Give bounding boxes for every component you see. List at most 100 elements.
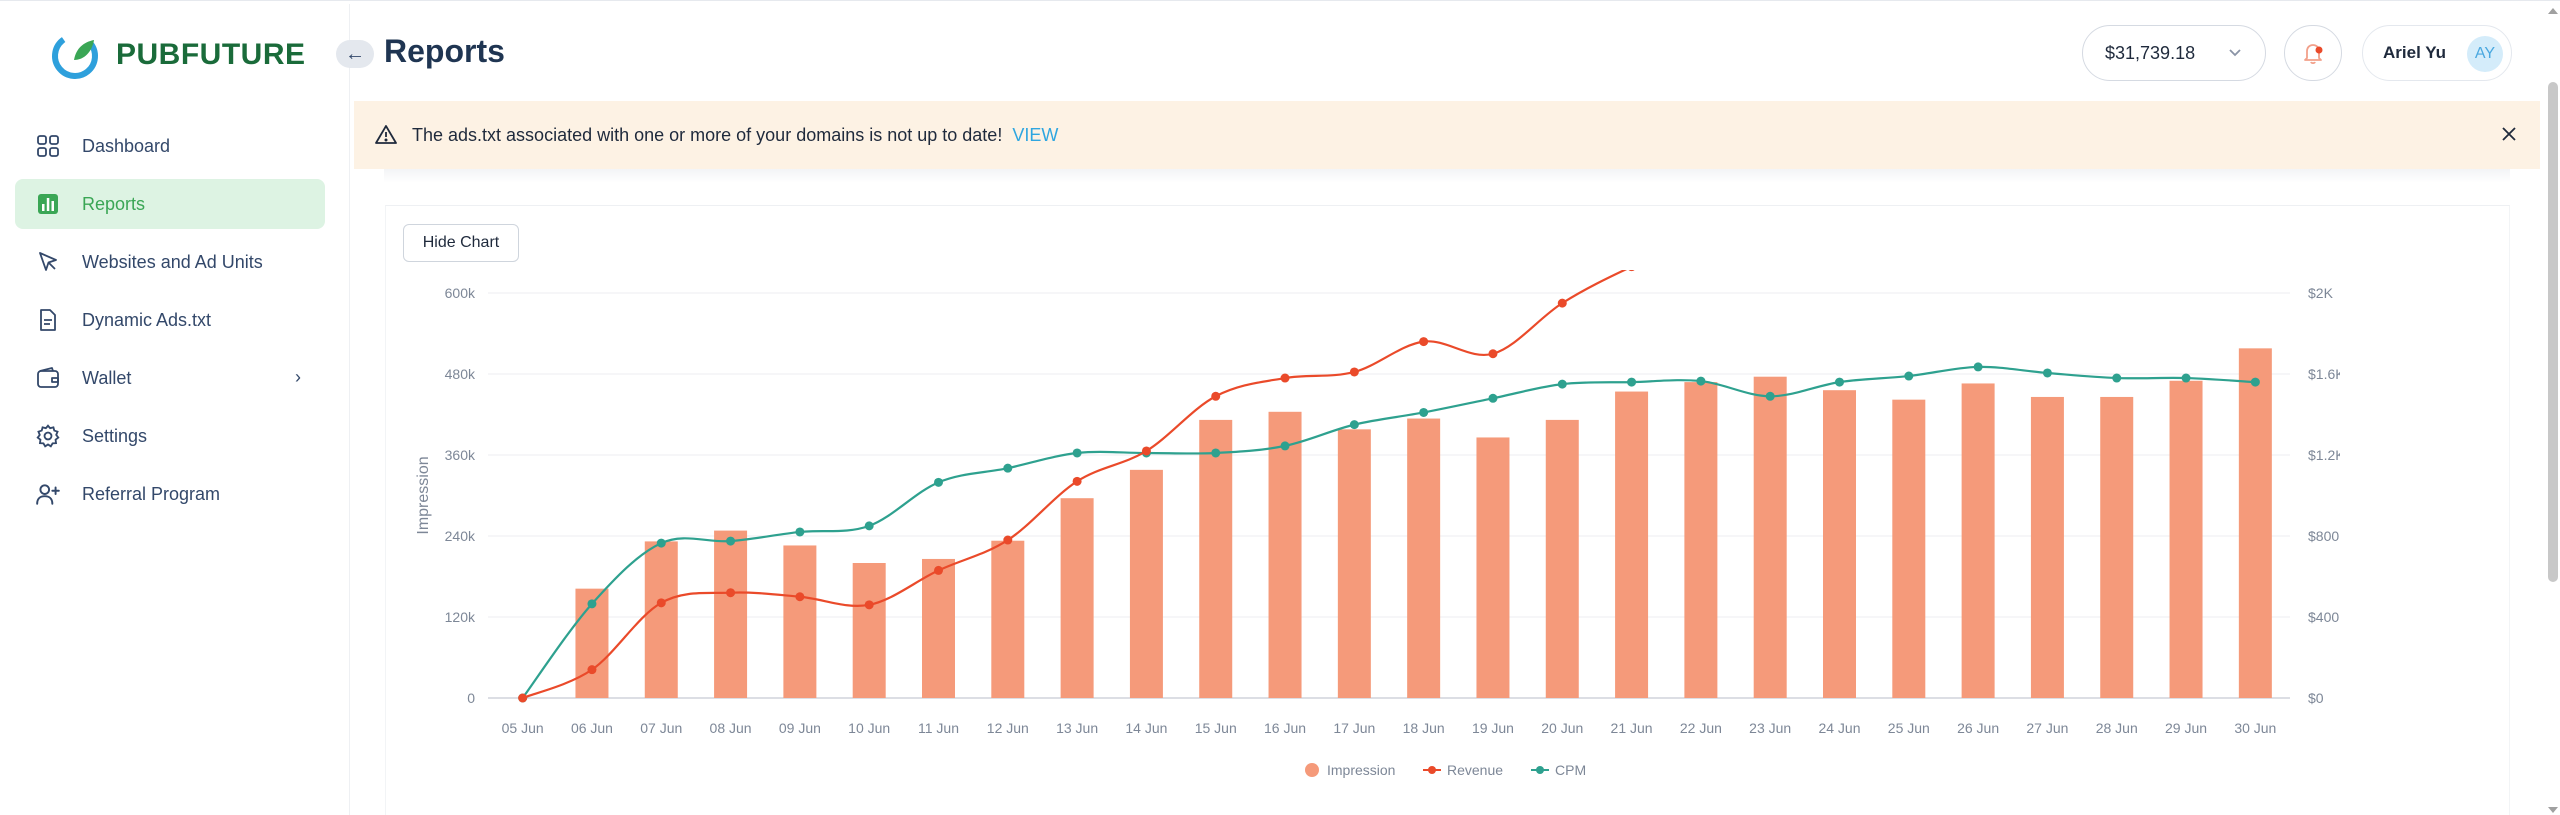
- impression-bar: [2030, 396, 2064, 698]
- sidebar-nav: Dashboard Reports Websites and Ad Units …: [15, 121, 325, 527]
- revenue-tick-label: $1.2K: [2308, 447, 2340, 463]
- legend-cpm-label: CPM: [1555, 762, 1586, 778]
- sidebar-item-label: Wallet: [82, 367, 132, 388]
- revenue-point: [1280, 373, 1290, 383]
- cpm-point: [1488, 393, 1498, 403]
- user-name: Ariel Yu: [2383, 43, 2446, 62]
- impression-bar: [1476, 437, 1510, 698]
- x-tick-label: 15 Jun: [1195, 720, 1237, 736]
- balance-dropdown[interactable]: $31,739.18: [2082, 25, 2266, 81]
- page-scrollbar[interactable]: [2548, 82, 2558, 582]
- revenue-point: [726, 588, 736, 598]
- sidebar-item-referral-program[interactable]: Referral Program: [15, 469, 325, 519]
- x-tick-label: 28 Jun: [2096, 720, 2138, 736]
- cpm-point: [2042, 368, 2052, 378]
- cpm-point: [656, 538, 666, 548]
- sidebar-item-reports[interactable]: Reports: [15, 179, 325, 229]
- revenue-tick-label: $800: [2308, 528, 2339, 544]
- x-tick-label: 19 Jun: [1472, 720, 1514, 736]
- cpm-point: [587, 599, 597, 609]
- revenue-point: [1141, 446, 1151, 456]
- x-tick-label: 23 Jun: [1749, 720, 1791, 736]
- impression-bar: [1337, 429, 1371, 698]
- impression-bar: [922, 558, 955, 698]
- legend-impression-label: Impression: [1327, 762, 1395, 778]
- legend-revenue-marker: [1428, 766, 1436, 774]
- x-tick-label: 10 Jun: [848, 720, 890, 736]
- user-menu[interactable]: Ariel Yu AY: [2362, 25, 2512, 81]
- impression-bar: [783, 545, 817, 698]
- impression-tick-label: 600k: [445, 285, 476, 301]
- notifications-button[interactable]: [2284, 25, 2342, 81]
- alert-view-link[interactable]: VIEW: [1012, 124, 1059, 145]
- cpm-point: [1280, 441, 1290, 451]
- scroll-up-arrow[interactable]: [2546, 4, 2560, 16]
- top-divider: [0, 0, 2560, 4]
- revenue-tick-label: $2K: [2308, 285, 2334, 301]
- warning-icon: [375, 125, 397, 144]
- sidebar-item-label: Reports: [82, 193, 146, 214]
- impression-bar: [2238, 348, 2272, 698]
- impression-bar: [2100, 396, 2134, 698]
- revenue-point: [1003, 535, 1013, 545]
- impression-bar: [1753, 376, 1787, 698]
- x-tick-label: 09 Jun: [779, 720, 821, 736]
- cursor-icon: [35, 249, 61, 275]
- gear-icon: [35, 423, 61, 449]
- impression-bar: [1961, 383, 1995, 698]
- cpm-point: [1349, 420, 1359, 430]
- grid-icon: [35, 133, 61, 159]
- impression-tick-label: 120k: [445, 609, 476, 625]
- revenue-point: [1419, 337, 1429, 347]
- sidebar: PUBFUTURE Dashboard Reports Websites and…: [0, 4, 350, 815]
- revenue-point: [1628, 270, 1635, 272]
- impression-bar: [1684, 382, 1718, 698]
- back-button[interactable]: ←: [336, 40, 374, 68]
- x-tick-label: 11 Jun: [918, 720, 959, 736]
- cpm-point: [1904, 371, 1914, 381]
- revenue-line: [522, 270, 1628, 700]
- hide-chart-button[interactable]: Hide Chart: [403, 224, 519, 262]
- sidebar-item-dynamic-ads-txt[interactable]: Dynamic Ads.txt: [15, 295, 325, 345]
- impression-bar: [1615, 391, 1649, 698]
- alert-shadow: [384, 169, 2510, 183]
- cpm-point: [1835, 377, 1844, 387]
- scroll-down-arrow[interactable]: [2546, 803, 2560, 815]
- x-tick-label: 16 Jun: [1264, 720, 1306, 736]
- cpm-point: [2250, 377, 2260, 387]
- x-tick-label: 30 Jun: [2234, 720, 2276, 736]
- avatar: AY: [2467, 36, 2503, 72]
- x-tick-label: 26 Jun: [1957, 720, 1999, 736]
- cpm-point: [1627, 377, 1637, 387]
- cpm-point: [1696, 376, 1706, 386]
- sidebar-item-wallet[interactable]: Wallet ›: [15, 353, 325, 403]
- x-tick-label: 21 Jun: [1611, 720, 1653, 736]
- brand-name: PUBFUTURE: [116, 38, 306, 71]
- brand-logo[interactable]: PUBFUTURE: [50, 30, 306, 80]
- sidebar-item-websites[interactable]: Websites and Ad Units: [15, 237, 325, 287]
- x-tick-label: 08 Jun: [710, 720, 752, 736]
- cpm-point: [1419, 407, 1429, 417]
- x-tick-label: 22 Jun: [1680, 720, 1722, 736]
- x-tick-label: 14 Jun: [1125, 720, 1167, 736]
- chevron-right-icon: ›: [295, 367, 301, 387]
- cpm-point: [726, 536, 736, 546]
- sidebar-item-dashboard[interactable]: Dashboard: [15, 121, 325, 171]
- cpm-point: [2181, 373, 2191, 383]
- sidebar-item-settings[interactable]: Settings: [15, 411, 325, 461]
- revenue-tick-label: $400: [2308, 609, 2339, 625]
- pubfuture-logo-icon: [52, 33, 98, 79]
- close-icon[interactable]: [2498, 123, 2520, 145]
- sidebar-item-label: Settings: [82, 425, 148, 446]
- add-user-icon: [35, 481, 61, 507]
- page-title: Reports: [384, 33, 505, 69]
- cpm-point: [864, 521, 874, 531]
- x-tick-label: 27 Jun: [2026, 720, 2068, 736]
- impression-tick-label: 0: [467, 690, 475, 706]
- x-tick-label: 29 Jun: [2165, 720, 2207, 736]
- impression-bar: [1823, 390, 1856, 698]
- legend-impression-marker: [1305, 763, 1319, 777]
- x-tick-label: 06 Jun: [571, 720, 613, 736]
- revenue-point: [864, 600, 874, 610]
- impression-axis-title: Impression: [415, 456, 432, 534]
